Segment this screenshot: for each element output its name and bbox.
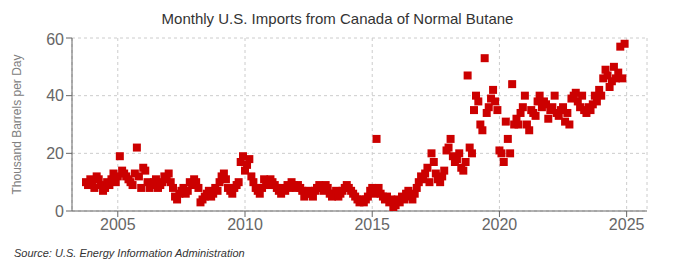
svg-text:40: 40 — [46, 87, 64, 104]
svg-text:2015: 2015 — [354, 216, 390, 233]
html-text:Source: U.S. Energy Informatio: Source: U.S. Energy Information Administ… — [14, 247, 245, 259]
svg-text:2025: 2025 — [609, 216, 645, 233]
svg-text:60: 60 — [46, 31, 64, 48]
svg-text:20: 20 — [46, 145, 64, 162]
svg-text:2020: 2020 — [482, 216, 518, 233]
html-text:Monthly U.S. Imports from Cana: Monthly U.S. Imports from Canada of Norm… — [161, 10, 514, 27]
svg-text:2005: 2005 — [100, 216, 136, 233]
svg-text:Thousand Barrels per Day: Thousand Barrels per Day — [10, 54, 24, 194]
svg-text:0: 0 — [55, 203, 64, 220]
svg-text:2010: 2010 — [227, 216, 263, 233]
